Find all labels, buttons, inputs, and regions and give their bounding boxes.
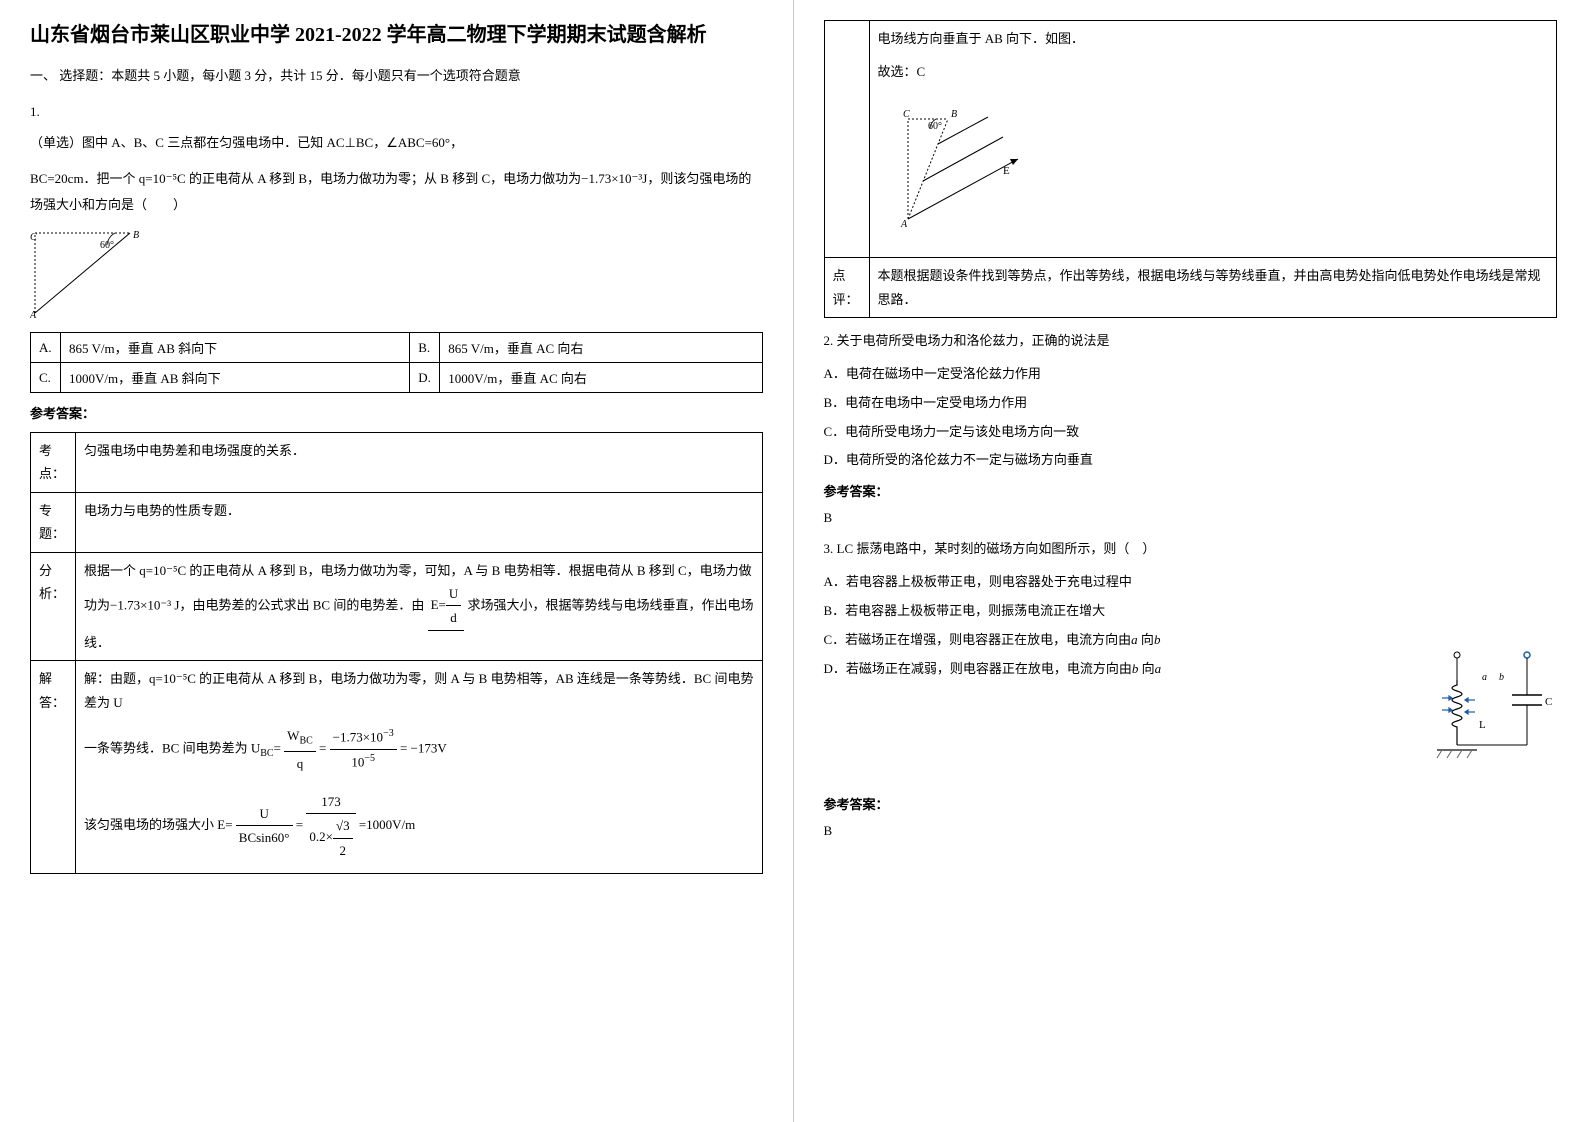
analysis-label: 点评： [824, 258, 869, 318]
analysis-text: 根据一个 q=10⁻⁵C 的正电荷从 A 移到 B，电场力做功为零，可知，A 与… [76, 552, 763, 661]
q1-line2: BC=20cm．把一个 q=10⁻⁵C 的正电荷从 A 移到 B，电场力做功为零… [30, 166, 763, 218]
answer-label: 参考答案： [824, 794, 1558, 813]
q1-options-table: A. 865 V/m，垂直 AB 斜向下 B. 865 V/m，垂直 AC 向右… [30, 332, 763, 393]
q1-analysis-table: 考点： 匀强电场中电势差和电场强度的关系． 专题： 电场力与电势的性质专题． 分… [30, 432, 763, 874]
var: b [1154, 632, 1161, 647]
left-column: 山东省烟台市莱山区职业中学 2021-2022 学年高二物理下学期期末试题含解析… [0, 0, 794, 1122]
formula-fraction: E=Ud [428, 582, 465, 631]
analysis-text: 匀强电场中电势差和电场强度的关系． [76, 433, 763, 493]
table-row: A. 865 V/m，垂直 AB 斜向下 B. 865 V/m，垂直 AC 向右 [31, 333, 763, 363]
q2-option-d: D．电荷所受的洛伦兹力不一定与磁场方向垂直 [824, 450, 1558, 471]
q1-number: 1. [30, 104, 763, 120]
table-row: 点评： 本题根据题设条件找到等势点，作出等势线，根据电场线与等势线垂直，并由高电… [824, 258, 1557, 318]
analysis-text: 电场线方向垂直于 AB 向下．如图． 故选：C A C B E [869, 21, 1557, 258]
svg-text:60°: 60° [100, 240, 114, 251]
jieda-intro: 解：由题，q=10⁻⁵C 的正电荷从 A 移到 B，电场力做功为零，则 A 与 … [84, 671, 753, 709]
q3-option-b: B．若电容器上极板带正电，则振荡电流正在增大 [824, 601, 1558, 622]
svg-text:B: B [133, 230, 139, 241]
option-text: 1000V/m，垂直 AC 向右 [440, 363, 762, 393]
svg-text:b: b [1499, 672, 1504, 683]
analysis-label: 分析： [31, 552, 76, 661]
table-row: 解答： 解：由题，q=10⁻⁵C 的正电荷从 A 移到 B，电场力做功为零，则 … [31, 661, 763, 874]
var: a [1155, 661, 1162, 676]
q2-option-b: B．电荷在电场中一定受电场力作用 [824, 393, 1558, 414]
option-text: D．若磁场正在减弱，则电容器正在放电，电流方向由 [824, 661, 1132, 676]
option-text: C．若磁场正在增强，则电容器正在放电，电流方向由 [824, 632, 1132, 647]
q3-text: 3. LC 振荡电路中，某时刻的磁场方向如图所示，则（ ） [824, 536, 1558, 562]
table-row: 分析： 根据一个 q=10⁻⁵C 的正电荷从 A 移到 B，电场力做功为零，可知… [31, 552, 763, 661]
field-line-text: 电场线方向垂直于 AB 向下．如图． [878, 27, 1549, 50]
text: 向 [1142, 661, 1155, 676]
formula-line: 该匀强电场的场强大小 E= U BCsin60° = 173 0.2×√32 =… [84, 790, 754, 862]
analysis-text: 解：由题，q=10⁻⁵C 的正电荷从 A 移到 B，电场力做功为零，则 A 与 … [76, 661, 763, 874]
q2-option-c: C．电荷所受电场力一定与该处电场方向一致 [824, 422, 1558, 443]
q1-triangle-figure: C B A 60° [30, 228, 763, 322]
jieda-line2: 该匀强电场的场强大小 E= [84, 817, 233, 832]
svg-text:A: A [900, 219, 908, 229]
formula-text: E=Ud [428, 582, 465, 631]
svg-text:C: C [30, 232, 37, 243]
right-column: 电场线方向垂直于 AB 向下．如图． 故选：C A C B E [794, 0, 1587, 1122]
svg-text:L: L [1479, 719, 1486, 731]
formula-result: = −173V [400, 740, 447, 755]
formula-fraction: −1.73×10−3 10−5 [330, 725, 397, 773]
analysis-label: 考点： [31, 433, 76, 493]
option-letter: A. [31, 333, 61, 363]
option-text: 865 V/m，垂直 AB 斜向下 [61, 333, 410, 363]
option-text: 865 V/m，垂直 AC 向右 [440, 333, 762, 363]
analysis-text: 电场力与电势的性质专题． [76, 492, 763, 552]
answer-label: 参考答案： [30, 403, 763, 422]
option-letter: C. [31, 363, 61, 393]
page-title: 山东省烟台市莱山区职业中学 2021-2022 学年高二物理下学期期末试题含解析 [30, 20, 763, 50]
q3-answer: B [824, 823, 1558, 839]
analysis-label: 专题： [31, 492, 76, 552]
formula-fraction: U BCsin60° [236, 802, 293, 850]
table-row: C. 1000V/m，垂直 AB 斜向下 D. 1000V/m，垂直 AC 向右 [31, 363, 763, 393]
formula-fraction: 173 0.2×√32 [306, 790, 355, 862]
var: a [1131, 632, 1138, 647]
table-row: 考点： 匀强电场中电势差和电场强度的关系． [31, 433, 763, 493]
continuation-table: 电场线方向垂直于 AB 向下．如图． 故选：C A C B E [824, 20, 1558, 318]
q1-line1: （单选）图中 A、B、C 三点都在匀强电场中．已知 AC⊥BC，∠ABC=60°… [30, 130, 763, 156]
var: b [1132, 661, 1139, 676]
q2-text: 2. 关于电荷所受电场力和洛伦兹力，正确的说法是 [824, 328, 1558, 354]
svg-text:C: C [903, 109, 910, 120]
jieda-line: 解：由题，q=10⁻⁵C 的正电荷从 A 移到 B，电场力做功为零，则 A 与 … [84, 667, 754, 714]
table-row: 电场线方向垂直于 AB 向下．如图． 故选：C A C B E [824, 21, 1557, 258]
text: 向 [1141, 632, 1154, 647]
option-letter: D. [410, 363, 440, 393]
analysis-text: 本题根据题设条件找到等势点，作出等势线，根据电场线与等势线垂直，并由高电势处指向… [869, 258, 1557, 318]
analysis-label: 解答： [31, 661, 76, 874]
svg-text:a: a [1482, 672, 1487, 683]
field-figure: A C B E 60° [878, 99, 1549, 236]
circuit-figure: C L a b [1427, 640, 1557, 774]
svg-text:C: C [1545, 696, 1552, 708]
option-letter: B. [410, 333, 440, 363]
answer-label: 参考答案： [824, 481, 1558, 500]
option-text: 1000V/m，垂直 AB 斜向下 [61, 363, 410, 393]
table-row: 专题： 电场力与电势的性质专题． [31, 492, 763, 552]
svg-text:E: E [1003, 165, 1010, 177]
q2-answer: B [824, 510, 1558, 526]
empty-cell [824, 21, 869, 258]
formula-result: =1000V/m [359, 817, 415, 832]
svg-text:A: A [30, 310, 37, 318]
q3-option-a: A．若电容器上极板带正电，则电容器处于充电过程中 [824, 572, 1558, 593]
answer-text: 故选：C [878, 60, 1549, 83]
svg-text:B: B [951, 109, 957, 120]
section-heading: 一、 选择题：本题共 5 小题，每小题 3 分，共计 15 分．每小题只有一个选… [30, 65, 763, 84]
q2-option-a: A．电荷在磁场中一定受洛伦兹力作用 [824, 364, 1558, 385]
formula-line: 一条等势线．BC 间电势差为 UBC= WBC q = −1.73×10−3 1… [84, 724, 754, 775]
formula-fraction: WBC q [284, 724, 316, 775]
